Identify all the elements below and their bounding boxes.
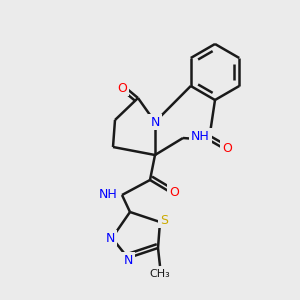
- Text: NH: NH: [191, 130, 210, 142]
- Text: CH₃: CH₃: [150, 269, 170, 279]
- Text: O: O: [169, 185, 179, 199]
- Text: N: N: [105, 232, 115, 244]
- Text: NH: NH: [99, 188, 118, 202]
- Text: N: N: [123, 254, 133, 266]
- Text: O: O: [117, 82, 127, 94]
- Text: S: S: [160, 214, 168, 226]
- Text: O: O: [222, 142, 232, 154]
- Text: N: N: [150, 116, 160, 128]
